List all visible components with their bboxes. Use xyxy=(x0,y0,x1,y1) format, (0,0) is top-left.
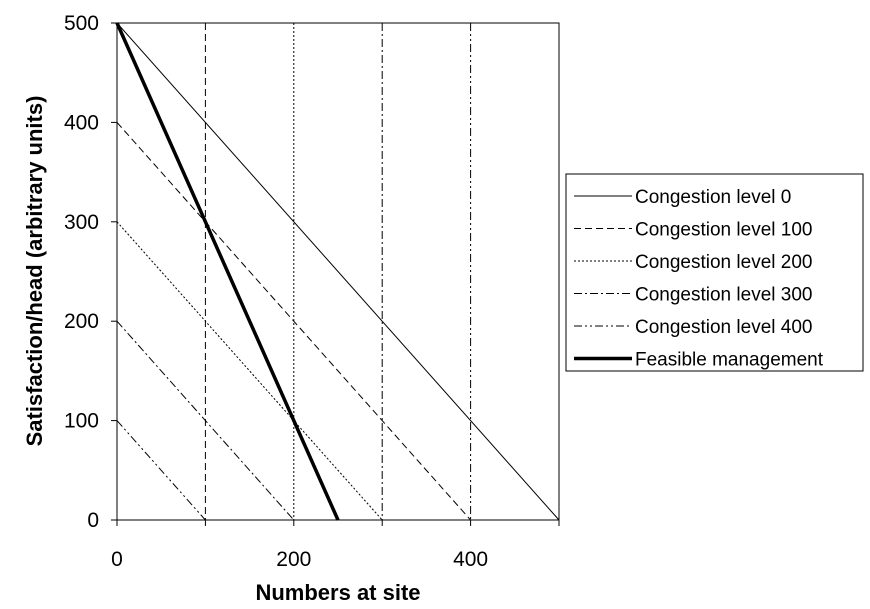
legend-label: Congestion level 200 xyxy=(635,252,812,273)
x-tick-label: 0 xyxy=(111,548,123,571)
tick-labels: 0 100 200 300 400 500 0 200 400 xyxy=(64,12,488,571)
legend-label: Congestion level 300 xyxy=(635,285,812,306)
y-axis-title: Satisfaction/head (arbitrary units) xyxy=(22,96,47,447)
series-line-4 xyxy=(116,420,206,521)
legend-item: Congestion level 100 xyxy=(574,220,812,241)
series-line-3 xyxy=(116,320,295,521)
legend-item: Congestion level 400 xyxy=(574,317,812,338)
vertical-reference-lines xyxy=(204,23,472,520)
legend-item: Congestion level 0 xyxy=(574,187,791,208)
series-line-5 xyxy=(115,22,340,521)
series-line-1 xyxy=(116,122,471,521)
legend: Congestion level 0 Congestion level 100 Co… xyxy=(565,173,864,372)
x-axis-title: Numbers at site xyxy=(255,580,420,605)
y-tick-label: 100 xyxy=(64,410,99,433)
y-tick-label: 400 xyxy=(64,111,99,134)
axis-ticks xyxy=(111,22,560,526)
legend-label: Congestion level 100 xyxy=(635,220,812,241)
series-lines xyxy=(115,22,560,521)
legend-label: Congestion level 0 xyxy=(635,187,791,208)
series-line-0 xyxy=(116,22,560,521)
y-tick-label: 0 xyxy=(87,509,99,532)
legend-label: Congestion level 400 xyxy=(635,317,812,338)
legend-label: Feasible management xyxy=(635,350,824,371)
x-tick-label: 200 xyxy=(276,548,311,571)
y-tick-label: 300 xyxy=(64,211,99,234)
y-tick-label: 500 xyxy=(64,12,99,35)
legend-box xyxy=(565,173,864,372)
y-tick-label: 200 xyxy=(64,310,99,333)
legend-item: Congestion level 200 xyxy=(574,252,812,273)
legend-items: Congestion level 0 Congestion level 100 Co… xyxy=(574,187,824,371)
x-tick-label: 400 xyxy=(453,548,488,571)
series-line-2 xyxy=(116,221,383,521)
legend-item: Congestion level 300 xyxy=(574,285,812,306)
legend-item: Feasible management xyxy=(574,350,824,371)
